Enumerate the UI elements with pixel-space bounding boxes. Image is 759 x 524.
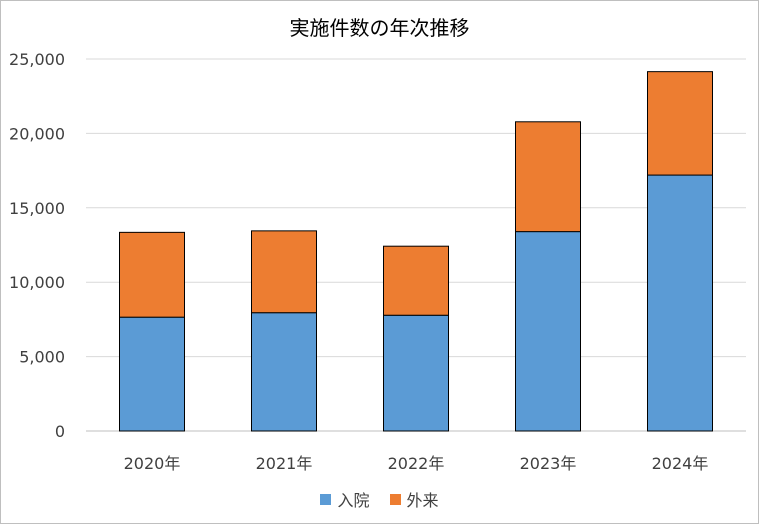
legend-item: 入院 [320, 487, 370, 511]
y-tick-label: 15,000 [9, 199, 65, 218]
bar-outpatient [383, 245, 449, 316]
x-tick-label: 2022年 [388, 454, 445, 473]
x-tick-label: 2024年 [652, 454, 709, 473]
chart-plot-area: 0 5,000 10,000 15,000 20,000 25,000 2020年 2021年… [9, 50, 746, 473]
legend-label: 入院 [337, 491, 370, 510]
legend-label: 外来 [406, 491, 439, 510]
bar-outpatient [515, 121, 581, 233]
y-tick-label: 10,000 [9, 273, 65, 292]
bar-inpatient [119, 316, 185, 432]
chart-title: 実施件数の年次推移 [289, 16, 470, 40]
bar-inpatient [647, 174, 713, 432]
x-tick-label: 2023年 [520, 454, 577, 473]
legend-swatch [389, 493, 401, 505]
y-tick-label: 20,000 [9, 124, 65, 143]
y-tick-label: 5,000 [19, 348, 65, 367]
legend-swatch [320, 493, 332, 505]
bar-inpatient [251, 312, 317, 432]
bar-outpatient [119, 231, 185, 318]
legend-item: 外来 [389, 487, 439, 511]
bar-inpatient [383, 314, 449, 432]
bar-inpatient [515, 231, 581, 432]
x-tick-label: 2021年 [256, 454, 313, 473]
bar-outpatient [647, 71, 713, 176]
x-tick-label: 2020年 [124, 454, 181, 473]
y-tick-label: 0 [55, 422, 65, 441]
bar-outpatient [251, 230, 317, 314]
chart-legend: 入院 外来 [1, 487, 758, 511]
y-tick-label: 25,000 [9, 50, 65, 69]
